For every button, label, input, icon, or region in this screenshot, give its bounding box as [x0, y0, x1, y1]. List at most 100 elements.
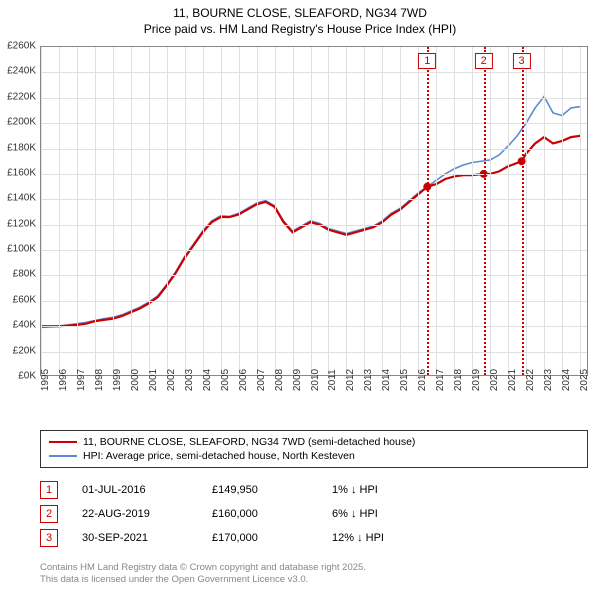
y-tick-label: £180K	[7, 142, 36, 153]
event-label: 1	[418, 53, 436, 69]
grid-line	[203, 47, 204, 375]
x-tick-label: 2016	[417, 369, 428, 391]
grid-line	[472, 47, 473, 375]
chart-title: 11, BOURNE CLOSE, SLEAFORD, NG34 7WD Pri…	[0, 0, 600, 37]
grid-line	[311, 47, 312, 375]
grid-line	[257, 47, 258, 375]
sale-date: 22-AUG-2019	[82, 508, 212, 520]
grid-line	[41, 98, 587, 99]
sale-row: 330-SEP-2021£170,00012% ↓ HPI	[40, 526, 588, 550]
x-tick-label: 2006	[238, 369, 249, 391]
grid-line	[418, 47, 419, 375]
grid-line	[59, 47, 60, 375]
sale-index-badge: 2	[40, 505, 58, 523]
x-tick-label: 2021	[507, 369, 518, 391]
x-tick-label: 1999	[112, 369, 123, 391]
plot-area: 1 2 3	[40, 46, 588, 376]
y-tick-label: £240K	[7, 66, 36, 77]
legend-label: 11, BOURNE CLOSE, SLEAFORD, NG34 7WD (se…	[83, 436, 415, 448]
x-tick-label: 2013	[363, 369, 374, 391]
grid-line	[490, 47, 491, 375]
sale-row: 1 01-JUL-2016£149,9501% ↓ HPI	[40, 478, 588, 502]
grid-line	[239, 47, 240, 375]
grid-line	[95, 47, 96, 375]
y-axis: £0K£20K£40K£60K£80K£100K£120K£140K£160K£…	[0, 46, 40, 376]
y-tick-label: £140K	[7, 193, 36, 204]
grid-line	[41, 199, 587, 200]
x-tick-label: 2012	[345, 369, 356, 391]
x-tick-label: 2003	[184, 369, 195, 391]
title-address: 11, BOURNE CLOSE, SLEAFORD, NG34 7WD	[0, 6, 600, 22]
y-tick-label: £260K	[7, 41, 36, 52]
sale-price: £160,000	[212, 508, 332, 520]
footnote: Contains HM Land Registry data © Crown c…	[40, 562, 366, 586]
sale-date: 01-JUL-2016	[82, 484, 212, 496]
legend: 11, BOURNE CLOSE, SLEAFORD, NG34 7WD (se…	[40, 430, 588, 468]
x-tick-label: 2020	[489, 369, 500, 391]
event-label: 2	[475, 53, 493, 69]
grid-line	[167, 47, 168, 375]
x-tick-label: 2022	[525, 369, 536, 391]
grid-line	[544, 47, 545, 375]
sale-index-badge: 1	[40, 481, 58, 499]
y-tick-label: £0K	[18, 371, 36, 382]
grid-line	[41, 301, 587, 302]
grid-line	[149, 47, 150, 375]
grid-line	[221, 47, 222, 375]
chart-container: 11, BOURNE CLOSE, SLEAFORD, NG34 7WD Pri…	[0, 0, 600, 590]
y-tick-label: £220K	[7, 91, 36, 102]
sales-table: 1 01-JUL-2016£149,9501% ↓ HPI 2 22-AUG-2019…	[40, 478, 588, 550]
sale-price: £149,950	[212, 484, 332, 496]
footnote-line2: This data is licensed under the Open Gov…	[40, 574, 366, 586]
sale-delta: 6% ↓ HPI	[332, 508, 482, 520]
grid-line	[454, 47, 455, 375]
grid-line	[41, 72, 587, 73]
sale-price: £170,000	[212, 532, 332, 544]
grid-line	[275, 47, 276, 375]
grid-line	[41, 352, 587, 353]
y-tick-label: £100K	[7, 244, 36, 255]
x-axis: 1995199619971998199920002001200220032004…	[40, 376, 588, 426]
event-line	[522, 47, 524, 375]
grid-line	[41, 326, 587, 327]
grid-line	[77, 47, 78, 375]
grid-line	[508, 47, 509, 375]
event-line	[427, 47, 429, 375]
sale-index-badge: 3	[40, 529, 58, 547]
grid-line	[41, 174, 587, 175]
x-tick-label: 1996	[58, 369, 69, 391]
x-tick-label: 2000	[130, 369, 141, 391]
grid-line	[41, 149, 587, 150]
sale-delta: 1% ↓ HPI	[332, 484, 482, 496]
x-tick-label: 2019	[471, 369, 482, 391]
title-subtitle: Price paid vs. HM Land Registry's House …	[0, 22, 600, 38]
y-tick-label: £60K	[13, 294, 36, 305]
x-tick-label: 2010	[310, 369, 321, 391]
y-tick-label: £40K	[13, 320, 36, 331]
y-tick-label: £160K	[7, 167, 36, 178]
grid-line	[41, 123, 587, 124]
grid-line	[526, 47, 527, 375]
sale-date: 30-SEP-2021	[82, 532, 212, 544]
grid-line	[364, 47, 365, 375]
grid-line	[41, 250, 587, 251]
grid-line	[185, 47, 186, 375]
grid-line	[41, 47, 42, 375]
x-tick-label: 1995	[40, 369, 51, 391]
grid-line	[113, 47, 114, 375]
x-tick-label: 2025	[579, 369, 590, 391]
x-tick-label: 2018	[453, 369, 464, 391]
grid-line	[328, 47, 329, 375]
x-tick-label: 2023	[543, 369, 554, 391]
legend-swatch	[49, 441, 77, 443]
legend-label: HPI: Average price, semi-detached house,…	[83, 450, 355, 462]
sale-row: 2 22-AUG-2019£160,0006% ↓ HPI	[40, 502, 588, 526]
x-tick-label: 2001	[148, 369, 159, 391]
grid-line	[293, 47, 294, 375]
x-tick-label: 2024	[561, 369, 572, 391]
event-label: 3	[513, 53, 531, 69]
legend-item: 11, BOURNE CLOSE, SLEAFORD, NG34 7WD (se…	[49, 435, 579, 449]
x-tick-label: 2009	[292, 369, 303, 391]
grid-line	[382, 47, 383, 375]
x-tick-label: 2014	[381, 369, 392, 391]
